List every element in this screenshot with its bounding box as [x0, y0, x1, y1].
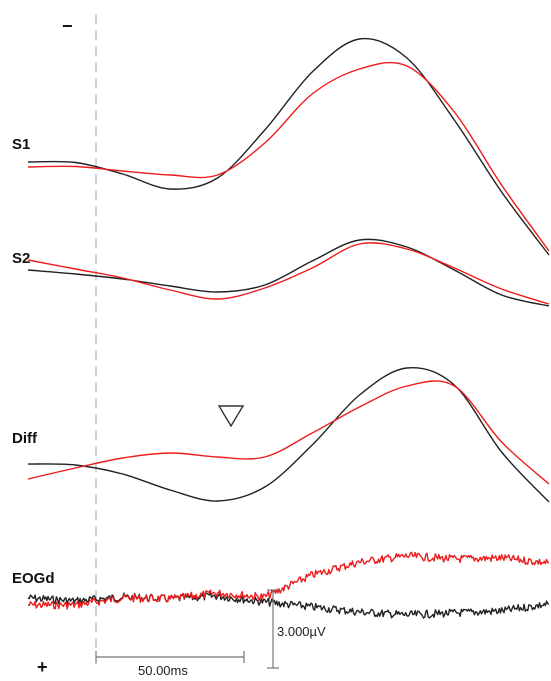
waveform-s1-series-1 — [27, 37, 550, 256]
waveform-s1-series-2 — [27, 61, 550, 252]
waveform-diff-series-2 — [27, 380, 550, 485]
waveform-diff-series-1 — [27, 366, 550, 503]
waveforms — [27, 37, 550, 619]
amplitude-scale-label: 3.000µV — [277, 624, 326, 639]
negative-polarity-marker: − — [62, 16, 73, 36]
channel-label-s2: S2 — [12, 250, 30, 267]
waveform-eogd-series-2 — [27, 551, 550, 610]
channel-label-diff: Diff — [12, 430, 38, 447]
peak-marker-triangle — [217, 405, 245, 428]
time-scale-label: 50.00ms — [138, 663, 188, 678]
waveform-s2-series-2 — [27, 242, 550, 305]
scale-bars: 50.00ms 3.000µV — [95, 589, 326, 678]
positive-polarity-marker: + — [37, 657, 48, 677]
channel-label-eogd: EOGd — [12, 570, 55, 587]
channel-label-s1: S1 — [12, 136, 30, 153]
waveform-eogd-series-1 — [27, 592, 550, 619]
waveform-s2-series-1 — [27, 238, 550, 307]
